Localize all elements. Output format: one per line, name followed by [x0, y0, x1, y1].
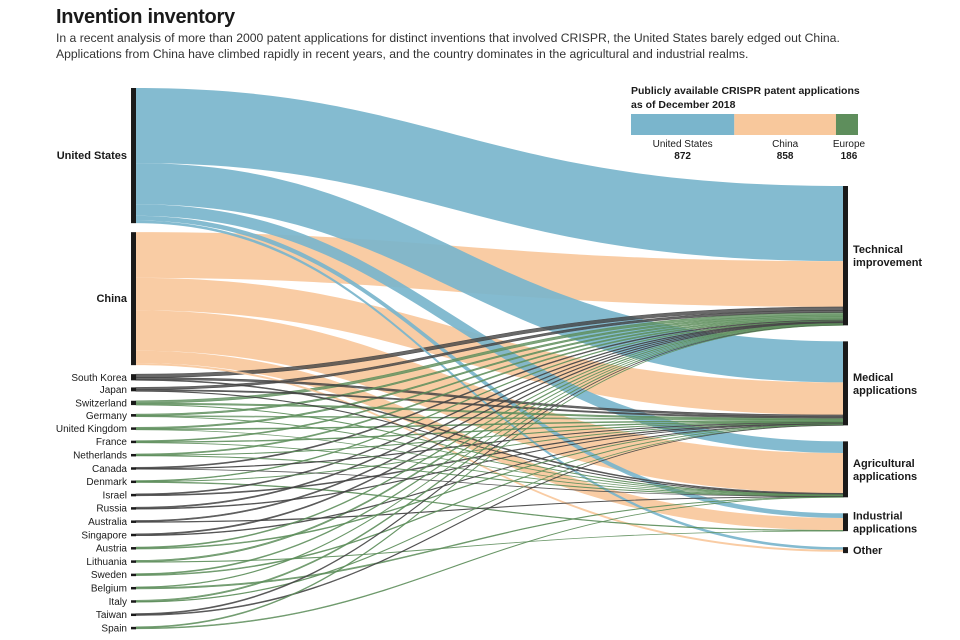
label-source-canada: Canada — [92, 464, 127, 475]
chart-title: Invention inventory — [56, 6, 235, 28]
node-source-canada — [131, 467, 136, 470]
label-target-industrial-applications: Industrial applications — [853, 511, 917, 536]
label-source-australia: Australia — [88, 517, 127, 528]
chart-subtitle-line-2: Applications from China have climbed rap… — [56, 47, 749, 61]
label-source-denmark: Denmark — [86, 477, 128, 488]
label-source-france: France — [96, 437, 128, 448]
legend-bar-europe — [835, 114, 858, 135]
label-source-austria: Austria — [96, 544, 128, 555]
legend-title-line-1: Publicly available CRISPR patent applica… — [631, 85, 860, 97]
label-source-italy: Italy — [109, 597, 127, 608]
node-target-industrial-applications — [843, 513, 848, 532]
node-source-austria — [131, 547, 136, 550]
node-source-denmark — [131, 480, 136, 484]
node-source-germany — [131, 414, 136, 417]
label-source-switzerland: Switzerland — [75, 398, 127, 409]
chart-subtitle-line-1: In a recent analysis of more than 2000 p… — [56, 31, 840, 45]
node-source-united-kingdom — [131, 427, 136, 430]
node-source-united-states — [131, 88, 136, 224]
legend-label-united-states: United States — [653, 139, 713, 150]
legend-value-europe: 186 — [841, 151, 858, 162]
label-target-medical-applications: Medical applications — [853, 372, 917, 397]
legend: Publicly available CRISPR patent applica… — [631, 85, 866, 162]
label-source-taiwan: Taiwan — [96, 610, 127, 621]
node-target-technical-improvement — [843, 186, 848, 326]
node-source-italy — [131, 600, 136, 603]
label-source-germany: Germany — [86, 411, 127, 422]
node-source-australia — [131, 520, 136, 523]
node-source-singapore — [131, 533, 136, 537]
node-source-netherlands — [131, 453, 136, 457]
label-source-china: China — [96, 293, 127, 305]
label-source-japan: Japan — [100, 385, 127, 396]
legend-bar-united-states — [631, 114, 735, 135]
node-target-other — [843, 547, 848, 554]
node-target-agricultural-applications — [843, 441, 848, 498]
label-target-technical-improvement: Technical improvement — [853, 244, 922, 269]
label-source-sweden: Sweden — [91, 570, 127, 581]
label-source-netherlands: Netherlands — [73, 450, 127, 461]
nodes-layer — [131, 88, 848, 630]
node-source-lithuania — [131, 560, 136, 563]
label-source-singapore: Singapore — [81, 530, 127, 541]
node-source-sweden — [131, 573, 136, 577]
node-source-china — [131, 232, 136, 366]
label-target-other: Other — [853, 545, 883, 557]
node-source-taiwan — [131, 613, 136, 617]
link-china-to-agricultural-applications — [136, 310, 843, 494]
node-source-russia — [131, 507, 136, 510]
node-source-switzerland — [131, 400, 136, 406]
node-source-france — [131, 440, 136, 444]
label-source-united-states: United States — [57, 150, 127, 162]
node-source-spain — [131, 626, 136, 630]
legend-value-china: 858 — [777, 151, 794, 162]
legend-label-europe: Europe — [833, 139, 866, 150]
legend-title-line-2: as of December 2018 — [631, 99, 736, 111]
label-source-lithuania: Lithuania — [86, 557, 127, 568]
label-source-united-kingdom: United Kingdom — [56, 424, 127, 435]
label-source-israel: Israel — [103, 490, 127, 501]
links-layer — [135, 88, 844, 630]
label-source-russia: Russia — [96, 504, 127, 515]
label-target-agricultural-applications: Agricultural applications — [853, 458, 917, 483]
link-united-states-to-technical-improvement — [136, 88, 843, 262]
node-source-israel — [131, 493, 136, 497]
legend-bar-china — [734, 114, 836, 135]
node-source-japan — [131, 387, 136, 392]
label-source-south-korea: South Korea — [71, 373, 127, 384]
legend-value-united-states: 872 — [674, 151, 691, 162]
node-source-south-korea — [131, 374, 136, 381]
legend-label-china: China — [772, 139, 799, 150]
link-lithuania-to-industrial-applications — [135, 530, 844, 563]
label-source-belgium: Belgium — [91, 583, 127, 594]
node-target-medical-applications — [843, 341, 848, 426]
node-source-belgium — [131, 586, 136, 590]
label-source-spain: Spain — [101, 623, 127, 634]
